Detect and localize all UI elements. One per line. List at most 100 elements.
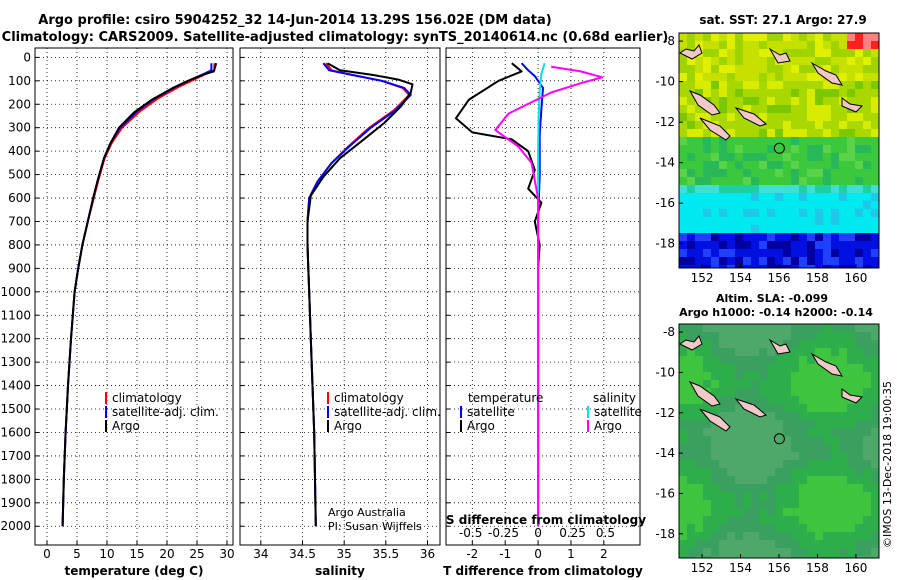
lat-tick-label: -10 <box>655 75 675 89</box>
series-line-s-argo <box>494 65 604 527</box>
x-tick-label: 25 <box>189 547 204 561</box>
legend-header-temperature: temperature <box>468 391 543 405</box>
difference-legend: temperature satellite Argo salinity sate… <box>446 391 646 527</box>
map-field <box>679 33 879 268</box>
island-outline <box>688 90 721 116</box>
sst-map-title: sat. SST: 27.1 Argo: 27.9 <box>699 13 866 27</box>
temperature-legend: climatology satellite-adj. clim. Argo <box>105 391 219 433</box>
x-tick-label: 34 <box>253 547 268 561</box>
sla-map: -8 -10 -12 -14 -16 -18 152 154 156 158 160 <box>655 323 880 575</box>
x-tick-label: 0 <box>534 547 542 561</box>
legend-label-t-satellite: satellite <box>467 405 515 419</box>
sla-map-title-2: Argo h1000: -0.14 h2000: -0.14 <box>679 306 873 319</box>
y-tick-label: 2000 <box>0 519 31 533</box>
lat-tick-label: -18 <box>655 527 675 541</box>
legend-label-satellite: satellite-adj. clim. <box>112 405 219 419</box>
x-tick-label: -1 <box>499 547 511 561</box>
x-tick-label: -2 <box>466 547 478 561</box>
island-outline <box>810 352 844 377</box>
plot-frame <box>239 47 441 546</box>
x-axis-label: temperature (deg C) <box>65 564 204 578</box>
lat-tick-label: -10 <box>655 365 675 379</box>
legend-label-climatology: climatology <box>112 391 182 405</box>
island-outline <box>699 117 731 141</box>
plot-frame <box>445 47 641 546</box>
y-tick-label: 700 <box>8 214 31 228</box>
island-outline <box>768 47 791 64</box>
lat-tick-label: -8 <box>663 34 675 48</box>
salinity-legend: climatology satellite-adj. clim. Argo Ar… <box>327 391 441 533</box>
y-tick-label: 1800 <box>0 472 31 486</box>
y-tick-label: 500 <box>8 168 31 182</box>
lat-tick-label: -16 <box>655 196 675 210</box>
series-line-argo <box>306 62 414 527</box>
series-line-argo <box>61 62 218 527</box>
x-tick-label: 0 <box>43 547 51 561</box>
lat-tick-label: -14 <box>655 446 675 460</box>
lat-tick-label: -14 <box>655 156 675 170</box>
island-outline <box>679 44 703 60</box>
legend-header-salinity: salinity <box>593 391 636 405</box>
island-outline <box>841 97 864 113</box>
lat-tick-label: -12 <box>655 406 675 420</box>
float-position-marker <box>773 433 785 445</box>
x-tick-label: 10 <box>99 547 114 561</box>
lon-tick-label: 152 <box>691 561 714 575</box>
y-tick-label: 100 <box>8 74 31 88</box>
x-tick-label: 20 <box>159 547 174 561</box>
island-outline <box>841 388 864 404</box>
y-tick-label: 1900 <box>0 496 31 510</box>
lon-tick-label: 160 <box>844 561 867 575</box>
x-tick-label: 2 <box>600 547 608 561</box>
y-tick-label: 1100 <box>0 308 31 322</box>
s-difference-label: S difference from climatology <box>446 513 646 527</box>
y-tick-label: 800 <box>8 238 31 252</box>
x-tick-label: 30 <box>219 547 234 561</box>
x-tick-label: 35 <box>337 547 352 561</box>
s-tick-label: 0 <box>534 526 542 540</box>
float-position-marker <box>773 142 785 154</box>
x-axis-label: salinity <box>315 564 365 578</box>
x-tick-label: 15 <box>129 547 144 561</box>
legend-label-climatology: climatology <box>334 391 404 405</box>
legend-label-satellite: satellite-adj. clim. <box>334 405 441 419</box>
map-field <box>679 324 879 558</box>
island-outline <box>699 408 731 432</box>
lat-tick-label: -8 <box>663 325 675 339</box>
x-tick-label: 1 <box>567 547 575 561</box>
y-tick-label: 600 <box>8 191 31 205</box>
y-tick-label: 1600 <box>0 425 31 439</box>
sst-map: -8 -10 -12 -14 -16 -18 152 154 156 158 160 <box>655 32 880 285</box>
y-tick-label: 300 <box>8 121 31 135</box>
s-tick-label: -0.25 <box>488 526 519 540</box>
temperature-panel: 0 5 10 15 20 25 300100200300400500600700800900… <box>0 47 235 578</box>
s-tick-label: 0.5 <box>596 526 615 540</box>
y-tick-label: 1000 <box>0 285 31 299</box>
lat-tick-label: -18 <box>655 237 675 251</box>
lon-tick-label: 154 <box>729 561 752 575</box>
y-tick-label: 1300 <box>0 355 31 369</box>
legend-label-t-argo: Argo <box>467 419 495 433</box>
legend-label-s-satellite: satellite <box>594 405 642 419</box>
island-outline <box>768 338 791 355</box>
difference-panel: -2 -1 0 1 2 -0.5 -0.25 0 0.25 0.5 T difference fro… <box>443 47 643 578</box>
y-tick-label: 1700 <box>0 449 31 463</box>
y-tick-label: 400 <box>8 144 31 158</box>
s-tick-label: -0.5 <box>459 526 482 540</box>
s-tick-label: 0.25 <box>559 526 586 540</box>
x-tick-label: 36 <box>420 547 435 561</box>
lat-tick-label: -16 <box>655 486 675 500</box>
legend-label-argo: Argo <box>334 419 362 433</box>
lon-tick-label: 156 <box>768 561 791 575</box>
credit-pi: PI: Susan Wijffels <box>328 520 422 533</box>
title-line-2: Climatology: CARS2009. Satellite-adjuste… <box>2 30 669 45</box>
lon-tick-label: 156 <box>768 271 791 285</box>
x-tick-label: 5 <box>73 547 81 561</box>
x-tick-label: 34.5 <box>289 547 316 561</box>
title-line-1: Argo profile: csiro 5904252_32 14-Jun-20… <box>38 13 551 28</box>
y-tick-label: 0 <box>23 50 31 64</box>
lon-tick-label: 158 <box>806 271 829 285</box>
island-outline <box>734 106 768 127</box>
lon-tick-label: 158 <box>806 561 829 575</box>
lon-tick-label: 160 <box>844 271 867 285</box>
